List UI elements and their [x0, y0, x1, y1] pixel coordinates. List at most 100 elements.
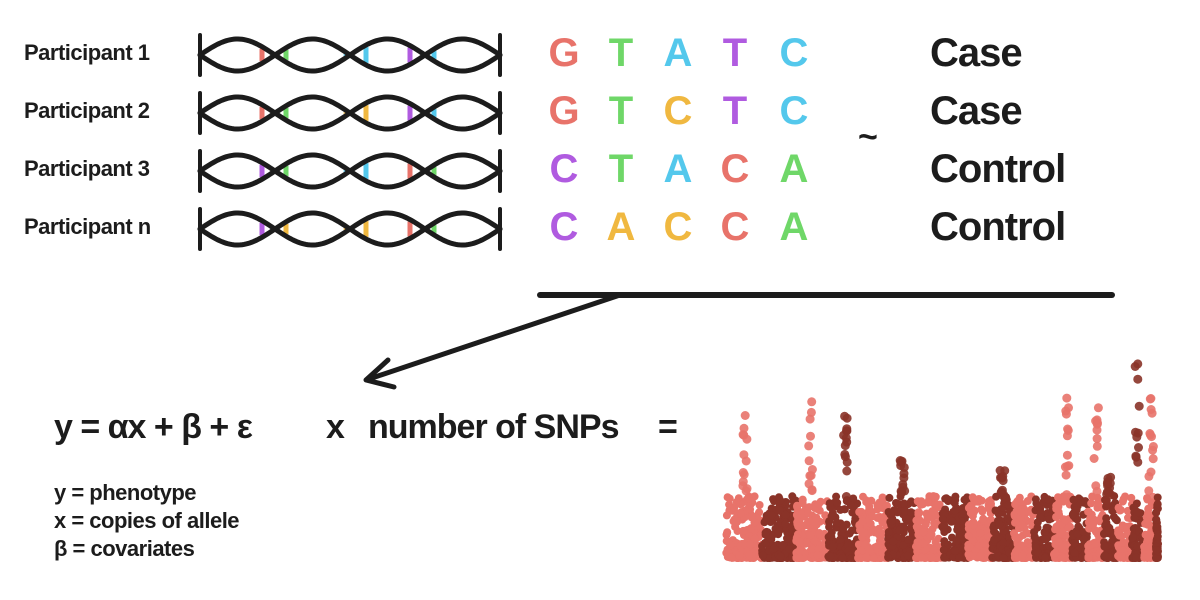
phenotype-status: Case [930, 89, 1023, 133]
snp-point [766, 534, 775, 543]
snp-point [1128, 533, 1137, 542]
snp-point [1091, 416, 1101, 426]
snp-point [1089, 454, 1099, 463]
snp-point [1058, 527, 1067, 536]
snp-point [1041, 535, 1050, 544]
snp-point [1143, 517, 1151, 526]
dna-strand [197, 210, 503, 248]
phenotype-status: Control [930, 205, 1066, 249]
snp-point [855, 508, 864, 516]
snp-point [1124, 513, 1132, 522]
snp-point [1017, 520, 1026, 529]
snp-point [806, 407, 816, 417]
snp-point [761, 516, 770, 525]
snp-point [950, 499, 959, 508]
snp-point [1153, 522, 1162, 531]
snp-point [1152, 515, 1161, 524]
snp-point [895, 526, 904, 535]
snp-point [1140, 542, 1149, 551]
snp-point [1084, 553, 1093, 562]
regression-formula: y = αx + β + ε [54, 408, 253, 446]
snp-point [927, 552, 936, 561]
snp-point [793, 501, 802, 510]
snp-point [1148, 445, 1158, 455]
snp-point [1074, 522, 1083, 531]
snp-point [1094, 498, 1103, 507]
snp-point [840, 452, 850, 462]
snp-point [997, 473, 1007, 483]
snp-point [1132, 553, 1141, 562]
snp-point [953, 525, 962, 534]
snp-point [1092, 486, 1102, 496]
snp-point [778, 541, 787, 550]
base-letter: C [720, 147, 750, 191]
snp-point [1115, 531, 1124, 540]
snp-point [948, 517, 957, 526]
snp-point [832, 492, 841, 501]
snp-point [1069, 495, 1078, 504]
snp-point [776, 496, 785, 505]
snp-point [912, 522, 921, 531]
snp-point [1024, 507, 1033, 516]
snp-point [842, 520, 851, 529]
snp-point [805, 503, 814, 512]
snp-point [1102, 514, 1111, 523]
snp-point [827, 532, 836, 541]
snp-point [924, 498, 932, 507]
snp-point [1104, 526, 1113, 535]
base-letter: G [548, 31, 580, 75]
snp-point [722, 511, 731, 520]
snp-point [1003, 514, 1012, 523]
snp-point [744, 494, 753, 503]
snp-point [838, 554, 847, 562]
snp-point [795, 553, 804, 562]
snp-point [1134, 443, 1143, 452]
snp-point [840, 411, 850, 421]
snp-point [1153, 493, 1162, 502]
snp-point [952, 537, 961, 545]
snp-point [821, 511, 830, 520]
base-letter: T [608, 147, 634, 191]
snp-point [742, 434, 752, 444]
snp-point [1152, 546, 1161, 555]
snp-point [835, 541, 844, 550]
base-letter: A [779, 147, 809, 191]
snp-point [928, 507, 937, 516]
snp-point [804, 509, 813, 518]
manhattan-points [722, 359, 1162, 562]
snp-point [884, 553, 893, 562]
snp-point [992, 529, 1000, 538]
snp-point [833, 498, 842, 507]
snp-point [775, 527, 783, 536]
snp-point [939, 546, 948, 554]
snp-point [767, 511, 776, 520]
snp-point [917, 553, 926, 562]
snp-point [750, 534, 759, 543]
snp-point [827, 512, 836, 521]
snp-point [1102, 496, 1111, 505]
snp-point [878, 548, 887, 557]
snp-point [1133, 508, 1142, 517]
arrow-shaft [369, 292, 623, 381]
snp-point [987, 499, 995, 508]
snp-point [1079, 535, 1088, 544]
snp-point [1116, 506, 1124, 515]
snp-point [862, 498, 871, 507]
base-letter: C [779, 89, 809, 133]
snp-point [883, 501, 891, 510]
snp-point [1051, 549, 1060, 558]
snp-point [914, 542, 922, 551]
snp-point [944, 495, 953, 504]
snp-point [1093, 403, 1103, 413]
snp-point [1064, 523, 1073, 532]
snp-point [1062, 461, 1072, 471]
snp-point [1084, 507, 1093, 516]
snp-point [1054, 493, 1062, 502]
snp-point [1104, 487, 1114, 497]
snp-point [977, 496, 986, 505]
snp-point [914, 508, 923, 517]
snp-point [979, 514, 988, 523]
snp-point [868, 512, 877, 521]
snp-point [802, 539, 811, 548]
